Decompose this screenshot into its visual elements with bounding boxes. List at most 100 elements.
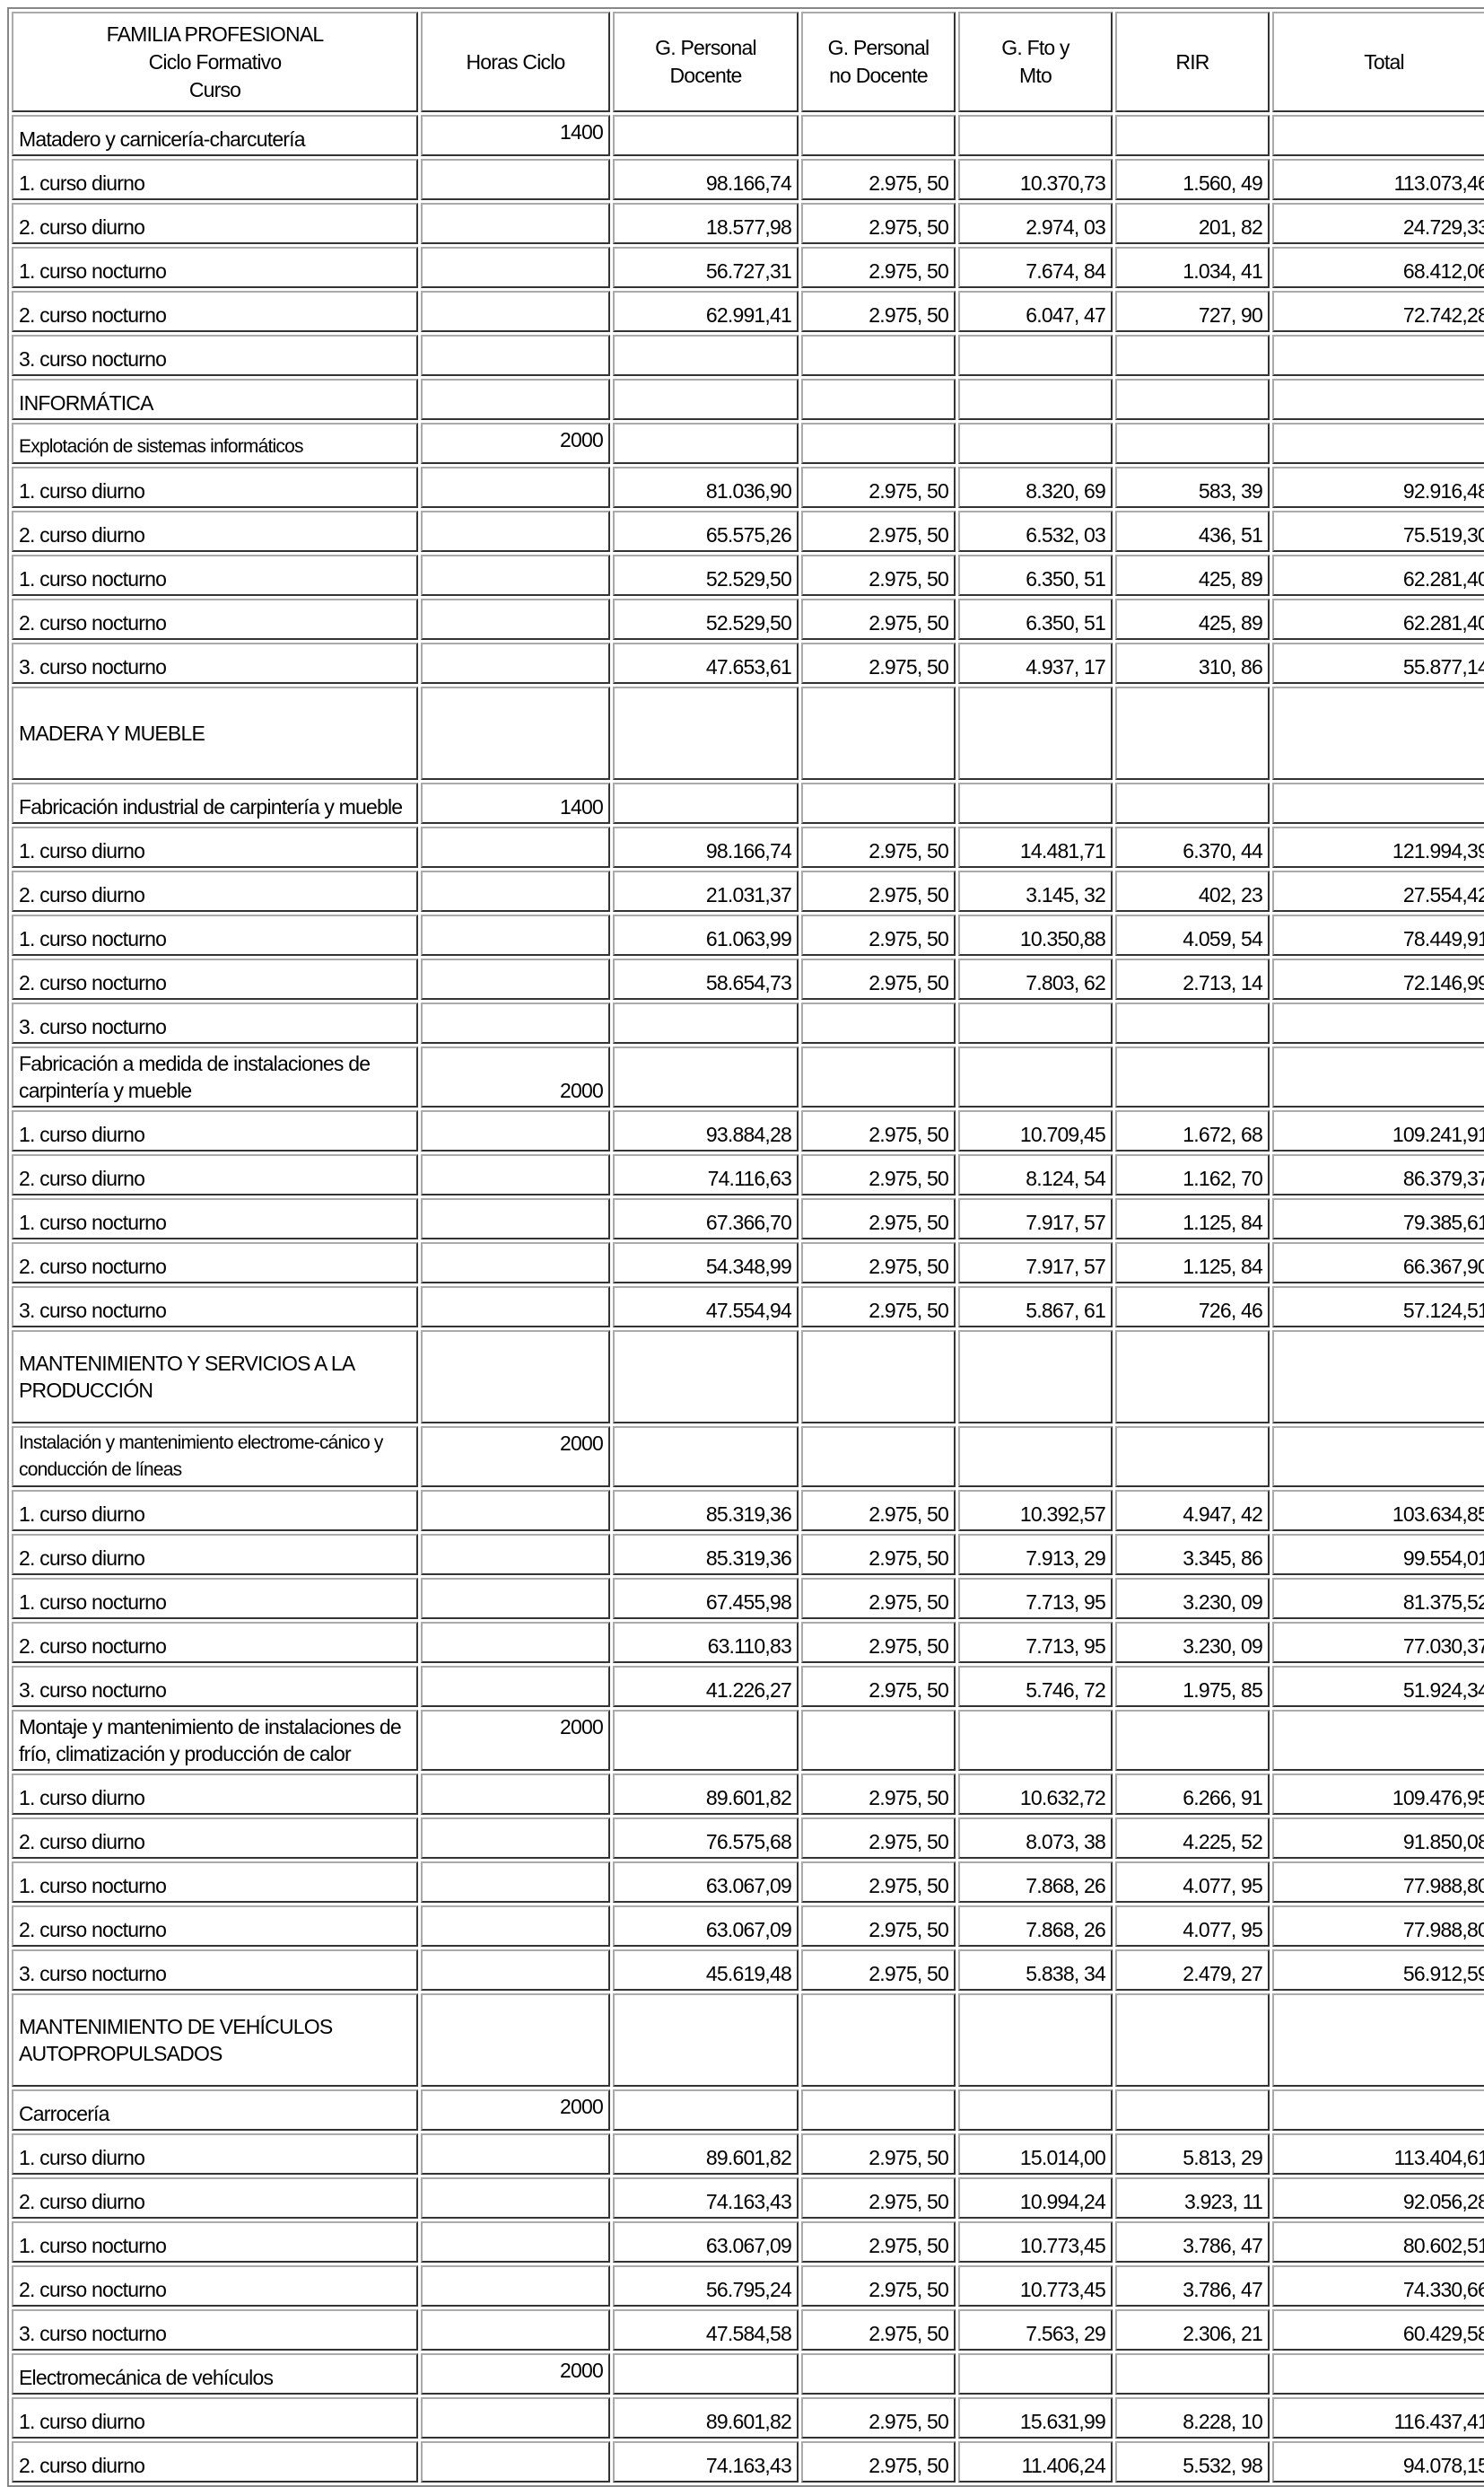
row-label: 1. curso diurno <box>12 827 418 868</box>
cell-personal-docente <box>613 335 799 376</box>
cell-personal-no-docente <box>801 1426 956 1487</box>
cell-horas <box>421 1534 610 1575</box>
cell-personal-no-docente <box>801 687 956 780</box>
row-label: 3. curso nocturno <box>12 1003 418 1044</box>
cell-personal-docente: 89.601,82 <box>613 2397 799 2439</box>
table-row: 3. curso nocturno 47.653,61 2.975, 50 4.937… <box>12 643 1484 684</box>
cell-personal-no-docente: 2.975, 50 <box>801 2221 956 2263</box>
header-personal-docente: G. Personal Docente <box>613 12 799 112</box>
cell-personal-docente: 67.455,98 <box>613 1578 799 1619</box>
table-row: 2. curso diurno 65.575,26 2.975, 50 6.532, … <box>12 511 1484 552</box>
header-total: Total <box>1272 12 1484 112</box>
cell-fto-mto: 11.406,24 <box>958 2441 1113 2483</box>
cell-total: 24.729,33 <box>1272 203 1484 244</box>
header-fto-mto: G. Fto y Mto <box>958 12 1113 112</box>
cell-fto-mto <box>958 783 1113 824</box>
ciclo-row: Electromecánica de vehículos 2000 <box>12 2353 1484 2395</box>
ciclo-row: Instalación y mantenimiento electrome-cá… <box>12 1426 1484 1487</box>
cell-horas <box>421 335 610 376</box>
table-row: 2. curso diurno 18.577,98 2.975, 50 2.974, … <box>12 203 1484 244</box>
cell-fto-mto: 10.350,88 <box>958 915 1113 956</box>
cell-fto-mto: 7.868, 26 <box>958 1861 1113 1903</box>
cell-personal-docente: 63.110,83 <box>613 1622 799 1663</box>
cell-fto-mto <box>958 335 1113 376</box>
table-row: 3. curso nocturno 47.584,58 2.975, 50 7.563… <box>12 2309 1484 2351</box>
row-label: 1. curso nocturno <box>12 1578 418 1619</box>
cell-personal-no-docente <box>801 1710 956 1771</box>
ciclo-row: Matadero y carnicería-charcutería 1400 <box>12 115 1484 156</box>
cell-personal-docente <box>613 2089 799 2131</box>
cell-personal-no-docente <box>801 783 956 824</box>
cell-fto-mto: 15.014,00 <box>958 2133 1113 2175</box>
cell-rir: 3.230, 09 <box>1115 1622 1270 1663</box>
cell-fto-mto: 7.674, 84 <box>958 247 1113 288</box>
cell-total: 60.429,58 <box>1272 2309 1484 2351</box>
table-row: 1. curso diurno 93.884,28 2.975, 50 10.709,… <box>12 1110 1484 1152</box>
row-label: Fabricación a medida de instalaciones de… <box>12 1046 418 1108</box>
cell-personal-no-docente: 2.975, 50 <box>801 555 956 596</box>
table-row: 2. curso nocturno 62.991,41 2.975, 50 6.047… <box>12 291 1484 332</box>
row-label: 1. curso nocturno <box>12 2221 418 2263</box>
cell-total: 92.056,28 <box>1272 2177 1484 2219</box>
table-row: 3. curso nocturno 47.554,94 2.975, 50 5.867… <box>12 1286 1484 1327</box>
cell-fto-mto: 7.913, 29 <box>958 1534 1113 1575</box>
cell-personal-docente: 47.653,61 <box>613 643 799 684</box>
cell-fto-mto <box>958 1426 1113 1487</box>
cell-total <box>1272 1426 1484 1487</box>
cell-personal-docente <box>613 687 799 780</box>
cell-rir: 1.034, 41 <box>1115 247 1270 288</box>
cell-personal-no-docente <box>801 423 956 464</box>
cell-fto-mto: 6.350, 51 <box>958 555 1113 596</box>
cell-horas <box>421 1242 610 1283</box>
cell-rir: 727, 90 <box>1115 291 1270 332</box>
cell-personal-no-docente: 2.975, 50 <box>801 1861 956 1903</box>
cell-total: 77.988,80 <box>1272 1905 1484 1947</box>
cell-horas: 1400 <box>421 783 610 824</box>
cell-personal-docente <box>613 1003 799 1044</box>
cell-personal-docente <box>613 783 799 824</box>
cell-total: 77.030,37 <box>1272 1622 1484 1663</box>
table-row: 3. curso nocturno 45.619,48 2.975, 50 5.838… <box>12 1949 1484 1991</box>
cell-rir: 3.786, 47 <box>1115 2221 1270 2263</box>
cell-total: 121.994,39 <box>1272 827 1484 868</box>
cell-fto-mto: 7.803, 62 <box>958 959 1113 1000</box>
cell-horas: 2000 <box>421 1710 610 1771</box>
cell-total <box>1272 115 1484 156</box>
cell-personal-docente: 85.319,36 <box>613 1534 799 1575</box>
table-row: 1. curso diurno 89.601,82 2.975, 50 15.014,… <box>12 2133 1484 2175</box>
cell-rir <box>1115 1993 1270 2087</box>
cell-personal-docente: 81.036,90 <box>613 467 799 508</box>
cell-horas <box>421 291 610 332</box>
cell-rir: 6.370, 44 <box>1115 827 1270 868</box>
cell-total: 116.437,41 <box>1272 2397 1484 2439</box>
ciclo-row: Carrocería 2000 <box>12 2089 1484 2131</box>
cell-total: 72.742,28 <box>1272 291 1484 332</box>
cell-personal-docente: 41.226,27 <box>613 1666 799 1707</box>
cell-personal-docente: 63.067,09 <box>613 1905 799 1947</box>
cell-personal-no-docente: 2.975, 50 <box>801 2177 956 2219</box>
row-label: 1. curso diurno <box>12 159 418 200</box>
cell-horas <box>421 1330 610 1423</box>
cell-fto-mto: 14.481,71 <box>958 827 1113 868</box>
cell-fto-mto: 10.773,45 <box>958 2265 1113 2307</box>
cell-total: 109.241,91 <box>1272 1110 1484 1152</box>
cell-total: 77.988,80 <box>1272 1861 1484 1903</box>
cell-personal-no-docente: 2.975, 50 <box>801 1286 956 1327</box>
cell-rir: 5.813, 29 <box>1115 2133 1270 2175</box>
table-row: 2. curso nocturno 58.654,73 2.975, 50 7.803… <box>12 959 1484 1000</box>
cell-personal-docente: 47.554,94 <box>613 1286 799 1327</box>
cell-total: 94.078,15 <box>1272 2441 1484 2483</box>
cell-fto-mto: 10.632,72 <box>958 1773 1113 1815</box>
cell-personal-docente: 85.319,36 <box>613 1490 799 1531</box>
cell-rir: 8.228, 10 <box>1115 2397 1270 2439</box>
row-label: 1. curso nocturno <box>12 1861 418 1903</box>
cell-horas <box>421 827 610 868</box>
cell-total <box>1272 2089 1484 2131</box>
cell-personal-no-docente: 2.975, 50 <box>801 915 956 956</box>
cell-total: 62.281,40 <box>1272 599 1484 640</box>
cell-rir <box>1115 783 1270 824</box>
row-label: Instalación y mantenimiento electrome-cá… <box>12 1426 418 1487</box>
cell-horas <box>421 1198 610 1239</box>
ciclo-row: Fabricación industrial de carpintería y … <box>12 783 1484 824</box>
row-label: MANTENIMIENTO DE VEHÍCULOS AUTOPROPULSAD… <box>12 1993 418 2087</box>
